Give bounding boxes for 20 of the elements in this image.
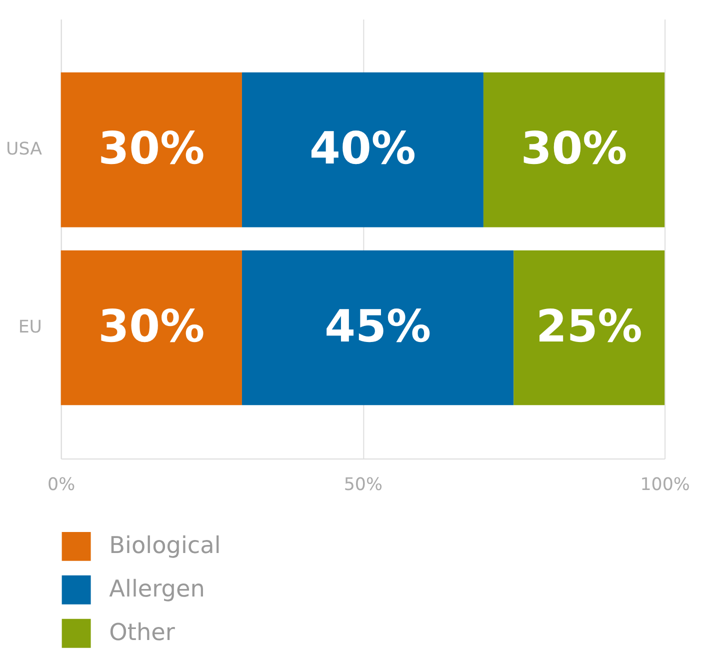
bar — [242, 72, 484, 228]
legend-label: Other — [109, 619, 176, 646]
text: 40% — [310, 123, 416, 174]
x-tick-label: 0% — [48, 474, 76, 495]
bar — [242, 250, 514, 406]
legend-label: Biological — [109, 532, 221, 560]
x-tick-label: 50% — [344, 474, 383, 495]
bar — [483, 72, 665, 228]
bar — [60, 72, 242, 228]
legend-label: Allergen — [109, 576, 205, 603]
text: 30% — [520, 123, 628, 174]
bar — [514, 250, 665, 406]
text: 30% — [98, 123, 205, 174]
x-tick-label: 100% — [640, 474, 690, 495]
y-tick-label: USA — [6, 140, 42, 160]
text: 45% — [324, 301, 431, 352]
text: 25% — [536, 301, 642, 352]
text: 30% — [98, 301, 205, 352]
y-tick-label: EU — [18, 318, 42, 338]
bar — [60, 250, 242, 406]
